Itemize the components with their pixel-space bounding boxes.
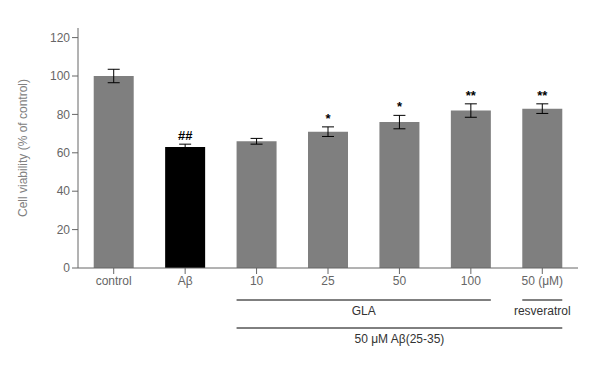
svg-text:50 (μM): 50 (μM): [521, 274, 563, 288]
svg-text:40: 40: [57, 184, 71, 198]
svg-text:0: 0: [63, 261, 70, 275]
svg-text:Aβ: Aβ: [178, 274, 193, 288]
svg-text:60: 60: [57, 146, 71, 160]
svg-text:50 μM Aβ(25-35): 50 μM Aβ(25-35): [354, 332, 444, 346]
svg-text:120: 120: [50, 31, 70, 45]
svg-text:**: **: [466, 88, 477, 103]
svg-text:100: 100: [461, 274, 481, 288]
svg-text:Cell viability (% of control): Cell viability (% of control): [16, 79, 30, 217]
svg-text:**: **: [537, 88, 548, 103]
svg-text:25: 25: [321, 274, 335, 288]
svg-text:control: control: [96, 274, 132, 288]
svg-text:80: 80: [57, 108, 71, 122]
svg-text:50: 50: [393, 274, 407, 288]
svg-text:100: 100: [50, 69, 70, 83]
svg-text:10: 10: [250, 274, 264, 288]
svg-text:resveratrol: resveratrol: [514, 304, 571, 318]
svg-text:##: ##: [178, 128, 193, 143]
svg-text:*: *: [397, 99, 403, 114]
svg-text:20: 20: [57, 223, 71, 237]
svg-text:GLA: GLA: [352, 304, 376, 318]
svg-text:*: *: [325, 111, 331, 126]
